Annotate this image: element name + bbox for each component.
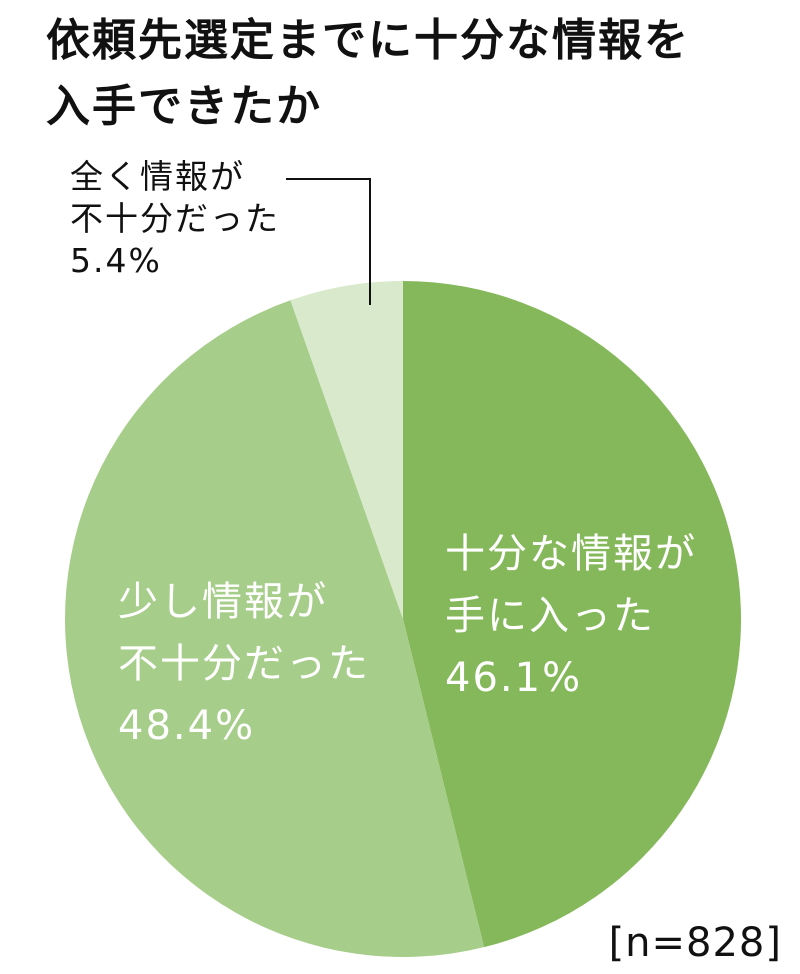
slice-label-sufficient-line-1: 十分な情報が [445, 531, 697, 577]
chart-title-line-1: 依頼先選定までに十分な情報を [46, 15, 690, 66]
pie-slices [65, 281, 742, 957]
slice-label-slightly-insufficient-line-2: 不十分だった [118, 641, 370, 687]
chart-title-line-2: 入手できたか [46, 81, 322, 132]
slice-value-completely-insufficient: 5.4% [70, 241, 162, 280]
slice-value-slightly-insufficient: 48.4% [118, 703, 255, 749]
slice-label-sufficient-line-2: 手に入った [445, 593, 655, 639]
pie-slice-completely-insufficient [290, 281, 403, 619]
slice-label-completely-insufficient-line-2: 不十分だった [70, 199, 280, 238]
slice-value-sufficient: 46.1% [445, 655, 582, 701]
slice-label-slightly-insufficient-line-1: 少し情報が [118, 579, 328, 625]
pie-slice-slightly-insufficient [65, 300, 485, 957]
pie-slice-sufficient [403, 281, 742, 948]
leader-line [286, 178, 371, 305]
slice-labels: 十分な情報が手に入った46.1%少し情報が不十分だった48.4%全く情報が不十分… [70, 157, 697, 749]
sample-size-note: [n=828] [608, 920, 782, 966]
chart-title: 依頼先選定までに十分な情報を 入手できたか [46, 8, 766, 140]
slice-label-completely-insufficient-line-1: 全く情報が [70, 157, 245, 196]
